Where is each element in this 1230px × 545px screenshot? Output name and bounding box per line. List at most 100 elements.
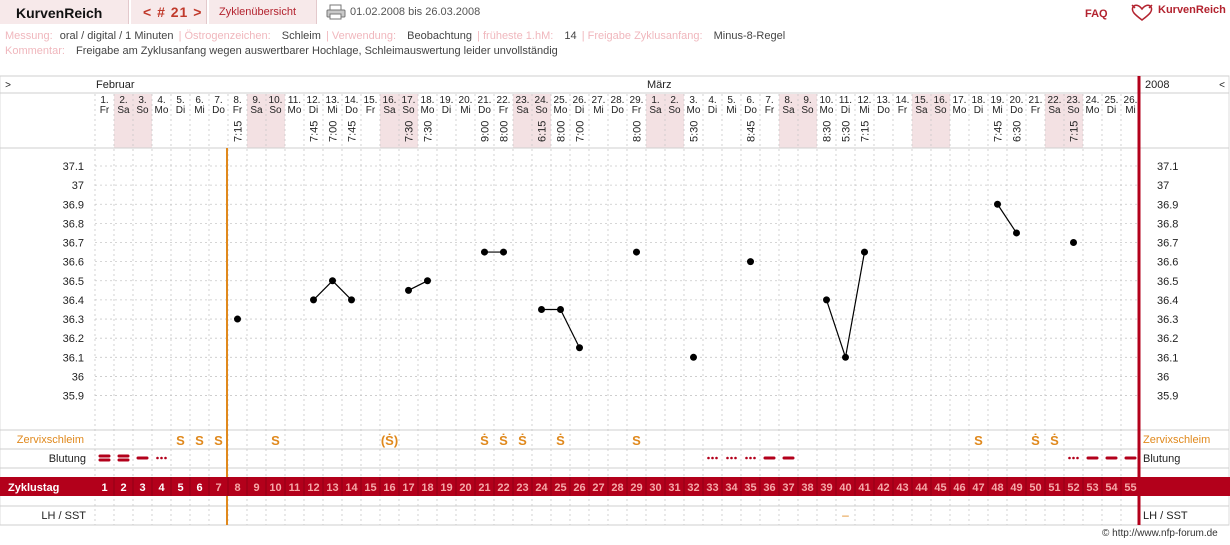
zervixschleim-symbol: (Ṡ) xyxy=(381,433,398,448)
cycle-day-number: 43 xyxy=(896,482,908,494)
bleeding-mark-medium xyxy=(1124,456,1137,460)
day-weekday-label: Fr xyxy=(765,105,775,116)
bleeding-mark-spot xyxy=(707,456,710,460)
day-date-label: 19. xyxy=(991,95,1005,106)
measurement-time-label: 8:30 xyxy=(822,121,834,142)
measurement-time-label: 7:15 xyxy=(1069,121,1081,142)
day-weekday-label: Sa xyxy=(117,105,130,116)
nav-next-button[interactable]: < xyxy=(1219,80,1225,91)
bleeding-mark-spot xyxy=(1076,456,1079,460)
bleeding-mark-spot xyxy=(160,456,163,460)
temperature-point[interactable] xyxy=(348,296,355,304)
day-weekday-label: Mi xyxy=(859,105,870,116)
temperature-point[interactable] xyxy=(405,286,412,294)
cycle-navigator[interactable]: < # 21 > xyxy=(131,0,207,24)
day-weekday-label: So xyxy=(801,105,814,116)
zervixschleim-symbol: S xyxy=(195,433,204,448)
weekend-shade xyxy=(1064,94,1083,148)
day-weekday-label: Di xyxy=(442,105,451,116)
cycle-number[interactable]: < # 21 > xyxy=(143,4,203,20)
temperature-point[interactable] xyxy=(576,344,583,352)
zervixschleim-symbol: S xyxy=(214,433,223,448)
temperature-line xyxy=(559,309,581,349)
day-date-label: 5. xyxy=(176,95,184,106)
temperature-point[interactable] xyxy=(310,296,317,304)
temperature-point[interactable] xyxy=(500,248,507,256)
brand-tab[interactable]: KurvenReich xyxy=(0,0,129,24)
cycle-day-number: 38 xyxy=(801,482,813,494)
temperature-point[interactable] xyxy=(329,277,336,285)
cycle-day-number: 31 xyxy=(668,482,680,494)
bleeding-mark-heavy xyxy=(117,458,130,462)
cycle-day-number: 29 xyxy=(630,482,642,494)
cycle-day-number: 36 xyxy=(763,482,775,494)
day-weekday-label: Di xyxy=(841,105,850,116)
zervixschleim-symbol: Ṡ xyxy=(556,433,565,448)
zyklustag-label: Zyklustag xyxy=(8,482,59,494)
temperature-point[interactable] xyxy=(861,248,868,256)
day-weekday-label: Mi xyxy=(992,105,1003,116)
nav-prev-button[interactable]: > xyxy=(5,80,11,91)
y-tick-label-left: 36.4 xyxy=(63,295,84,307)
measurement-time-label: 5:30 xyxy=(841,121,853,142)
measurement-time-label: 7:45 xyxy=(347,121,359,142)
cycle-overview-link[interactable]: Zyklenübersicht xyxy=(209,0,317,24)
day-date-label: 3. xyxy=(689,95,697,106)
day-date-label: 28. xyxy=(611,95,625,106)
temperature-point[interactable] xyxy=(1013,229,1020,237)
day-weekday-label: Mi xyxy=(593,105,604,116)
cycle-day-number: 55 xyxy=(1124,482,1136,494)
temperature-point[interactable] xyxy=(994,200,1001,208)
bleeding-mark-spot xyxy=(156,456,159,460)
measurement-time-label: 6:15 xyxy=(537,121,549,142)
cycle-day-number: 22 xyxy=(497,482,509,494)
heart-logo-icon[interactable] xyxy=(1130,2,1154,25)
temperature-point[interactable] xyxy=(690,353,697,361)
temperature-point[interactable] xyxy=(823,296,830,304)
day-date-label: 11. xyxy=(839,95,852,106)
temperature-point[interactable] xyxy=(633,248,640,256)
bleeding-mark-medium xyxy=(136,456,149,460)
day-date-label: 8. xyxy=(233,95,241,106)
temperature-line xyxy=(408,280,428,291)
temperature-point[interactable] xyxy=(747,258,754,266)
temperature-point[interactable] xyxy=(1070,239,1077,247)
temperature-point[interactable] xyxy=(538,305,545,313)
bleeding-mark-spot xyxy=(164,456,167,460)
weekend-shade xyxy=(931,94,950,148)
y-tick-label-right: 36.8 xyxy=(1157,218,1178,230)
temperature-point[interactable] xyxy=(557,305,564,313)
measurement-time-label: 7:30 xyxy=(404,121,416,142)
printer-icon[interactable] xyxy=(326,4,346,20)
day-weekday-label: Fr xyxy=(1031,105,1041,116)
day-weekday-label: Di xyxy=(1107,105,1116,116)
oestrogen-label: Östrogenzeichen: xyxy=(184,30,271,42)
temperature-point[interactable] xyxy=(424,277,431,285)
day-date-label: 1. xyxy=(100,95,108,106)
measurement-time-label: 7:45 xyxy=(993,121,1005,142)
cycle-day-number: 46 xyxy=(953,482,965,494)
cycle-overview-label[interactable]: Zyklenübersicht xyxy=(219,6,297,18)
copyright: © http://www.nfp-forum.de xyxy=(1102,528,1218,539)
day-date-label: 3. xyxy=(138,95,146,106)
day-date-label: 9. xyxy=(803,95,811,106)
day-date-label: 22. xyxy=(1048,95,1062,106)
faq-link[interactable]: FAQ xyxy=(1085,8,1108,20)
messung-label: Messung: xyxy=(5,30,53,42)
measurement-time-label: 7:30 xyxy=(423,121,435,142)
temperature-point[interactable] xyxy=(842,353,849,361)
temperature-point[interactable] xyxy=(481,248,488,256)
y-tick-label-right: 37.1 xyxy=(1157,161,1178,173)
day-date-label: 24. xyxy=(535,95,549,106)
cycle-day-number: 30 xyxy=(649,482,661,494)
temperature-point[interactable] xyxy=(234,315,241,323)
day-weekday-label: Di xyxy=(974,105,983,116)
month-label: März xyxy=(647,79,671,91)
measurement-time-label: 7:45 xyxy=(309,121,321,142)
day-weekday-label: Mo xyxy=(554,105,568,116)
oestrogen-value: Schleim xyxy=(281,30,321,42)
day-weekday-label: Di xyxy=(176,105,185,116)
day-weekday-label: Sa xyxy=(516,105,529,116)
cycle-day-number: 16 xyxy=(383,482,395,494)
day-date-label: 24. xyxy=(1086,95,1100,106)
